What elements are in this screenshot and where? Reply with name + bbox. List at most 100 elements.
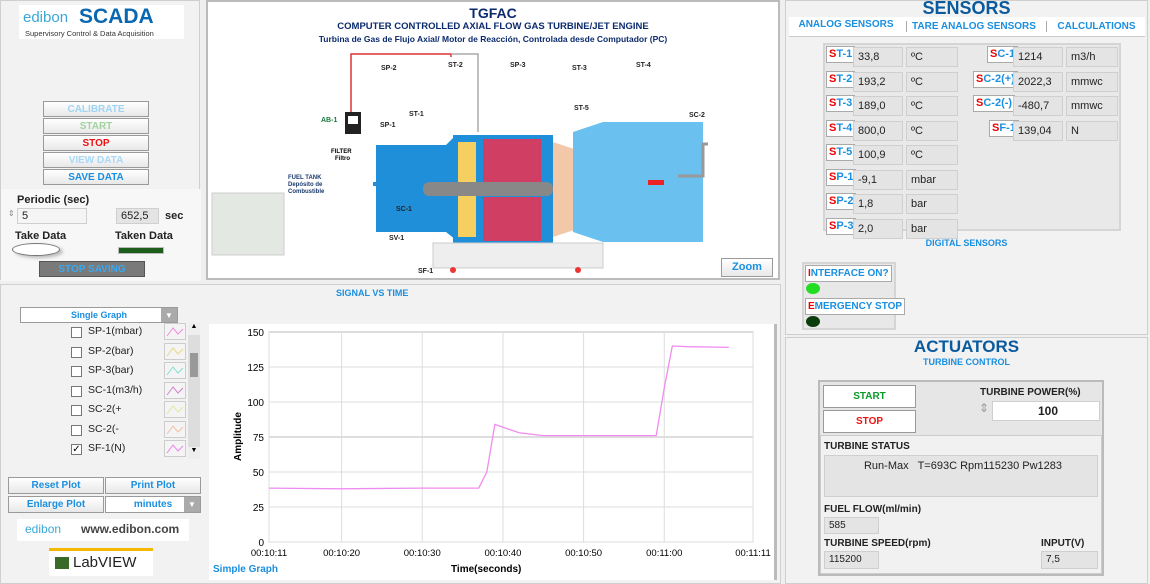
view-data-button[interactable]: VIEW DATA	[43, 152, 149, 168]
turbine-power-label: TURBINE POWER(%)	[980, 387, 1081, 398]
diagram-label-sc-1: SC-1	[396, 206, 412, 213]
periodic-stepper[interactable]: ⇕	[8, 209, 15, 218]
turbine-speed-label: TURBINE SPEED(rpm)	[824, 538, 931, 549]
graph-mode-select[interactable]: Single Graph ▼	[20, 307, 178, 323]
sensor-name: T-3	[836, 97, 853, 109]
tab-calculations[interactable]: CALCULATIONS	[1046, 21, 1146, 32]
scroll-up-icon[interactable]: ▲	[188, 323, 200, 335]
x-axis-label: Time(seconds)	[451, 564, 522, 575]
channel-checkbox[interactable]	[71, 424, 82, 436]
sensor-prefix: S	[829, 48, 837, 60]
sensor-unit: ºC	[906, 96, 958, 116]
fuel-line	[350, 53, 452, 120]
sensor-unit: ºC	[906, 145, 958, 165]
channel-checkbox[interactable]	[71, 327, 82, 338]
sensor-unit: bar	[906, 194, 958, 214]
sensor-label-st-5[interactable]: ST-5	[826, 144, 856, 161]
x-tick-label: 00:10:50	[565, 548, 602, 559]
sensor-name: T-2	[836, 72, 853, 85]
channel-checkbox[interactable]	[71, 366, 82, 377]
turbine-start-button[interactable]: START	[823, 385, 916, 408]
digital-sensors-title: DIGITAL SENSORS	[925, 238, 1008, 248]
x-tick-label: 00:10:20	[323, 548, 360, 559]
time-units-select[interactable]: minutes ▼	[105, 496, 201, 513]
diagram-label-sp-1: SP-1	[380, 122, 396, 129]
power-stepper[interactable]: ⇕	[979, 401, 990, 415]
sensor-value: 1,8	[853, 194, 903, 214]
turbine-speed-value: 115200	[824, 551, 879, 569]
sensor-label-sc-2-[interactable]: SC-2(-)	[973, 95, 1016, 112]
fuel-tank-label-es: Depósito de	[288, 182, 323, 188]
input-voltage-value: 7,5	[1041, 551, 1098, 569]
sensor-label-st-3[interactable]: ST-3	[826, 95, 856, 112]
sensor-name: C-1	[997, 48, 1016, 60]
channel-checkbox[interactable]	[71, 346, 82, 358]
diagram-subtitle: COMPUTER CONTROLLED AXIAL FLOW GAS TURBI…	[337, 21, 649, 32]
edibon-logo: edibon	[25, 522, 62, 536]
diagram-subtitle-es: Turbina de Gas de Flujo Axial/ Motor de …	[318, 34, 668, 44]
sensor-unit: N	[1066, 120, 1118, 141]
actuators-panel: ACTUATORS TURBINE CONTROL START STOP TUR…	[785, 337, 1148, 584]
channel-color-swatch[interactable]	[164, 401, 186, 418]
periodic-label: Periodic (sec)	[17, 194, 90, 206]
channel-scrollbar[interactable]: ▲ ▼	[188, 323, 200, 459]
channel-color-swatch[interactable]	[164, 342, 186, 360]
sensor-label-sp-1[interactable]: SP-1	[826, 168, 857, 186]
channel-color-swatch[interactable]	[164, 362, 186, 379]
diagram-label-sc-2: SC-2	[689, 112, 705, 119]
channel-checkbox[interactable]: ✓	[71, 444, 82, 455]
labview-icon	[55, 557, 69, 569]
enlarge-plot-button[interactable]: Enlarge Plot	[8, 496, 104, 513]
sensor-prefix: S	[992, 121, 1000, 134]
actuators-title: ACTUATORS	[913, 337, 1020, 356]
channel-color-swatch[interactable]	[164, 420, 186, 438]
stop-button[interactable]: STOP	[43, 135, 149, 151]
scroll-thumb[interactable]	[190, 353, 198, 377]
calibrate-button[interactable]: CALIBRATE	[43, 101, 149, 117]
zoom-button[interactable]: Zoom	[721, 258, 773, 277]
sensor-name: P-2	[836, 195, 854, 207]
diagram-label-sf-1: SF-1	[418, 268, 434, 275]
sensor-label-st-4[interactable]: ST-4	[826, 119, 856, 137]
tab-analog-sensors[interactable]: ANALOG SENSORS	[798, 19, 894, 30]
x-tick-label: 00:10:30	[404, 548, 441, 559]
sensor-value: 1214	[1013, 47, 1063, 67]
sensor-label-sp-2[interactable]: SP-2	[826, 193, 857, 210]
sensor-label-sf-1[interactable]: SF-1	[989, 119, 1019, 137]
channel-label: SP-2(bar)	[88, 344, 134, 357]
tab-tare-analog-sensors[interactable]: TARE ANALOG SENSORS	[906, 21, 1041, 32]
website-link[interactable]: www.edibon.com	[81, 522, 180, 536]
turbine-schematic	[211, 53, 708, 273]
stop-saving-button[interactable]: STOP SAVING	[39, 261, 145, 277]
channel-color-swatch[interactable]	[164, 381, 186, 399]
periodic-input[interactable]: 5	[17, 208, 87, 224]
sensor-unit: ºC	[906, 120, 958, 141]
elapsed-time: 652,5	[116, 208, 159, 224]
sensor-name: C-2(+)	[983, 72, 1015, 85]
sensor-label-sp-3[interactable]: SP-3	[826, 217, 857, 235]
take-data-label: Take Data	[15, 230, 67, 242]
x-tick-label: 00:11:00	[646, 548, 682, 559]
turbine-power-input[interactable]: 100	[992, 401, 1100, 421]
channel-label: SC-2(-	[88, 422, 119, 435]
fuel-flow-value: 585	[824, 517, 879, 534]
process-diagram: TGFAC COMPUTER CONTROLLED AXIAL FLOW GAS…	[206, 0, 780, 280]
sensor-label-sc-2+[interactable]: SC-2(+)	[973, 70, 1018, 88]
scroll-down-icon[interactable]: ▼	[188, 447, 200, 459]
reset-plot-button[interactable]: Reset Plot	[8, 477, 104, 494]
channel-checkbox[interactable]	[71, 405, 82, 416]
save-data-button[interactable]: SAVE DATA	[43, 169, 149, 185]
y-tick-label: 50	[253, 468, 265, 479]
sensor-label-st-2[interactable]: ST-2	[826, 70, 856, 88]
take-data-toggle[interactable]	[12, 243, 60, 256]
sensor-value: -9,1	[853, 169, 903, 190]
channel-color-swatch[interactable]	[164, 440, 186, 457]
channel-color-swatch[interactable]	[164, 323, 186, 340]
start-button[interactable]: START	[43, 118, 149, 134]
diagram-label-st-5: ST-5	[574, 105, 589, 112]
print-plot-button[interactable]: Print Plot	[105, 477, 201, 494]
channel-checkbox[interactable]	[71, 385, 82, 397]
sensor-label-st-1[interactable]: ST-1	[826, 46, 856, 63]
led-indicator	[806, 316, 820, 327]
turbine-stop-button[interactable]: STOP	[823, 410, 916, 433]
